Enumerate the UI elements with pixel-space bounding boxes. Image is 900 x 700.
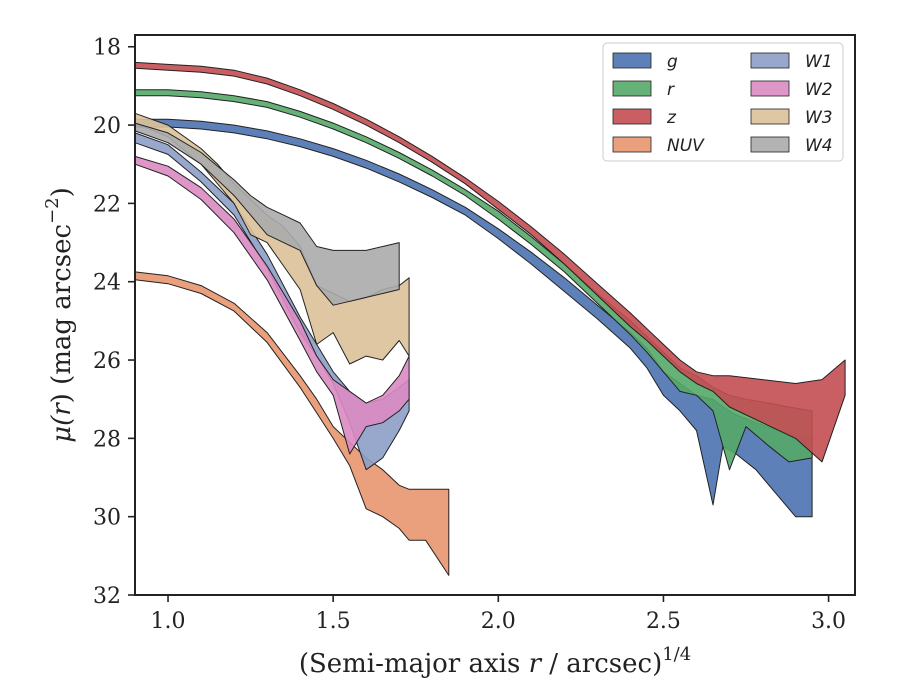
y-tick-label: 32 <box>93 584 121 609</box>
x-axis-label-exponent: 1/4 <box>662 644 691 665</box>
y-tick-label: 28 <box>93 427 121 452</box>
legend-swatch-r <box>612 80 652 97</box>
x-tick-label: 1.0 <box>151 609 186 634</box>
legend-label-w1: W1 <box>805 52 833 72</box>
legend-swatch-w4 <box>750 136 790 153</box>
band-w4 <box>134 122 400 306</box>
x-axis-label-post: / arcsec) <box>541 649 662 679</box>
y-axis-label-end: ) <box>47 187 77 197</box>
x-axis-label-pre: (Semi-major axis <box>299 649 529 679</box>
y-axis-label-post: ) (mag arcsec <box>47 224 77 403</box>
x-tick-label: 1.5 <box>316 609 351 634</box>
legend: grz NUV W1 W2 W3 W4 <box>602 42 844 162</box>
y-tick-label: 26 <box>93 349 121 374</box>
legend-swatch-w2 <box>750 80 790 97</box>
y-axis-label-var: r <box>47 402 77 416</box>
legend-swatch-nuv <box>612 136 652 153</box>
legend-label-w4: W4 <box>805 136 833 156</box>
legend-label-z: z <box>666 108 677 128</box>
plot-frame <box>134 34 856 596</box>
x-tick-label: 2.5 <box>646 609 681 634</box>
y-tick-label: 20 <box>93 114 121 139</box>
series-layer <box>134 61 846 576</box>
legend-label-w2: W2 <box>805 80 833 100</box>
y-axis-label: μ(r) (mag arcsec−2) <box>42 187 77 443</box>
legend-label-nuv: NUV <box>667 136 705 156</box>
legend-swatch-w3 <box>750 108 790 125</box>
legend-label-w3: W3 <box>805 108 833 128</box>
band-nuv <box>134 271 450 576</box>
legend-box <box>602 42 844 162</box>
legend-swatch-w1 <box>750 52 790 69</box>
band-g <box>134 118 813 518</box>
legend-swatch-g <box>612 52 652 69</box>
legend-label-r: r <box>667 80 675 100</box>
axis-ticks: 1.0 1.5 2.0 2.5 3.0 18 20 22 24 26 28 30 32 <box>93 36 846 634</box>
y-tick-label: 18 <box>93 36 121 61</box>
y-tick-label: 30 <box>93 506 121 531</box>
x-tick-label: 2.0 <box>481 609 516 634</box>
y-tick-label: 24 <box>93 271 121 296</box>
y-tick-label: 22 <box>93 192 121 217</box>
y-axis-label-pre: μ( <box>47 415 77 443</box>
x-tick-label: 3.0 <box>811 609 846 634</box>
band-w2 <box>134 155 410 455</box>
band-z <box>134 61 846 463</box>
x-axis-label-var: r <box>529 649 543 679</box>
y-axis-label-exponent: −2 <box>42 197 63 224</box>
legend-label-g: g <box>667 52 678 72</box>
x-axis-label: (Semi-major axis r / arcsec)1/4 <box>299 644 691 679</box>
legend-swatch-z <box>612 108 652 125</box>
band-r <box>134 89 813 471</box>
